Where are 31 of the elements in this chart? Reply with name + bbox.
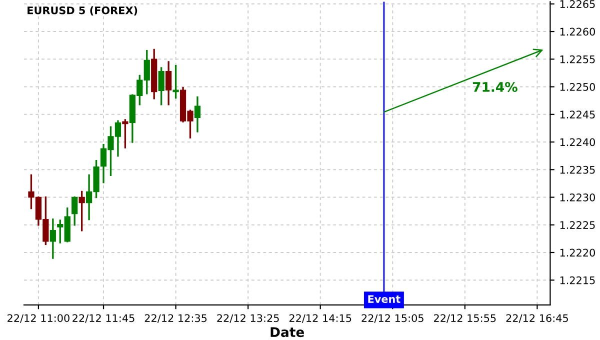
x-axis-title: Date <box>270 327 304 338</box>
candlestick <box>172 64 179 99</box>
annotation: 71.4% <box>472 82 518 92</box>
candlestick <box>158 67 164 106</box>
ref-line-label: Event <box>368 295 400 303</box>
x-tick-label: 22/12 15:55 <box>434 314 496 323</box>
x-tick-label: 22/12 16:45 <box>506 314 568 323</box>
x-tick-label: 22/12 11:45 <box>72 314 134 323</box>
y-tick-label: 1.2240 <box>560 138 595 146</box>
y-tick-label: 1.2265 <box>560 0 595 8</box>
candlestick <box>122 119 128 148</box>
candlestick <box>50 218 56 259</box>
chart-title: EURUSD 5 (FOREX) <box>28 6 138 16</box>
y-tick-label: 1.2215 <box>560 276 595 284</box>
y-tick-label: 1.2225 <box>560 221 595 229</box>
y-tick-label: 1.2230 <box>560 193 595 202</box>
x-tick-label: 22/12 13:25 <box>217 314 279 323</box>
y-tick-label: 1.2235 <box>560 166 595 174</box>
x-tick-label: 22/12 11:00 <box>8 314 70 323</box>
candlestick <box>166 61 172 106</box>
y-tick-label: 1.2260 <box>560 28 595 36</box>
y-tick-label: 1.2220 <box>560 248 595 257</box>
x-tick-label: 22/12 14:15 <box>289 314 352 323</box>
candlestick <box>72 196 78 226</box>
x-tick-label: 22/12 15:05 <box>362 314 424 323</box>
y-tick-label: 1.2255 <box>560 55 595 64</box>
y-tick-label: 1.2245 <box>560 110 595 118</box>
candlestick <box>78 190 85 232</box>
y-tick-label: 1.2250 <box>560 83 595 91</box>
candlestick <box>194 96 201 132</box>
x-tick-label: 22/12 12:35 <box>144 314 207 323</box>
